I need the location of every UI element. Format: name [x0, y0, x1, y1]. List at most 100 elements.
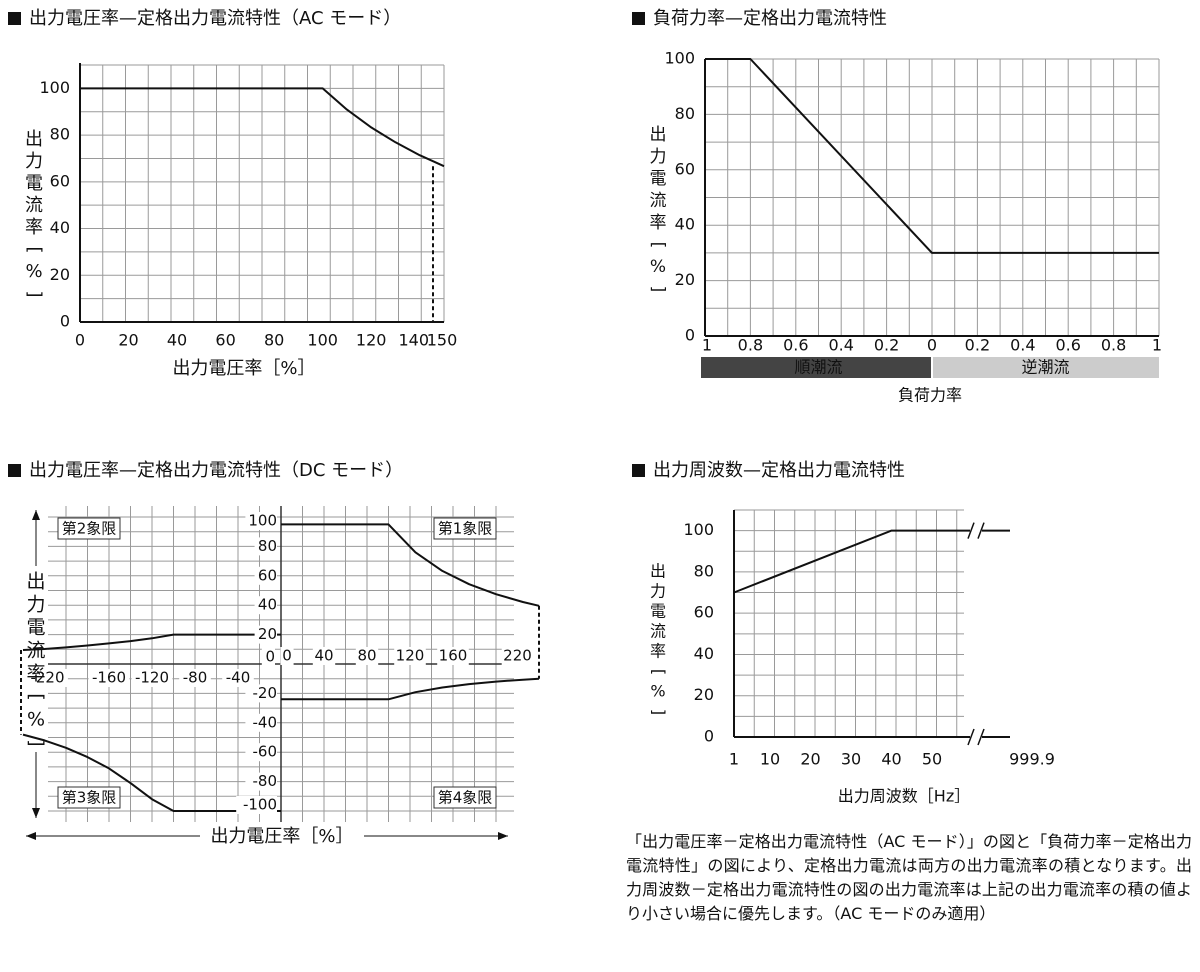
load-y-axis-label-char: 力 [650, 147, 667, 167]
dc-y-pos-tick-label-bg [254, 537, 277, 556]
load-y-axis-label-char: 率 [650, 213, 667, 233]
dc-x-pos-tick-label-bg [437, 647, 469, 665]
load-x-tick-label: 0.2 [965, 336, 990, 355]
dc-y-pos-tick-label: 60 [258, 566, 277, 584]
dc-x-pos-tick-label: 120 [396, 647, 425, 665]
explanatory-note: 「出力電圧率－定格出力電流特性（AC モード）」の図と「負荷力率－定格出力電流特… [626, 832, 1192, 923]
dc-series-q4 [281, 677, 540, 701]
ac-x-tick-label: 80 [264, 331, 284, 350]
ac-x-axis-label: 出力電圧率［%］ [172, 358, 315, 379]
dc-x-axis-label: 出力電圧率［%］ [210, 826, 353, 847]
load-x-tick-label: 0.6 [1055, 336, 1080, 355]
freq-x-axis-label: 出力周波数［Hz］ [838, 787, 970, 806]
dc-series-q3 [22, 733, 281, 812]
ac-x-tick-label: 60 [215, 331, 235, 350]
load-band-label: 逆潮流 [1021, 358, 1069, 377]
dc-arrow-left-icon [26, 832, 36, 840]
dc-arrow-down-icon [32, 808, 40, 818]
ac-x-tick-label: 40 [167, 331, 187, 350]
freq-y-axis-label-char: 電 [650, 602, 666, 621]
ac-y-tick-label: 20 [50, 265, 70, 284]
ac-series-line [80, 87, 445, 168]
ac-y-axis-label-char: % [25, 261, 42, 282]
load-band-1 [933, 357, 1159, 378]
ac-y-axis-label-char: 電 [25, 173, 43, 194]
freq-x-tick-label: 1 [729, 750, 739, 769]
dc-y-axis-label-char: 電 [26, 617, 45, 639]
dc-x-neg-tick-label: -40 [226, 669, 251, 687]
dc-y-axis-label-char: 流 [26, 640, 45, 662]
dc-y-axis-label-char: ] [26, 739, 48, 746]
dc-x-pos-tick-label-bg [355, 647, 379, 665]
dc-x-neg-tick-label-bg [131, 669, 173, 687]
dc-y-pos-tick-label-bg [254, 596, 277, 615]
dc-quadrant-box [57, 517, 121, 540]
freq-y-tick-label: 60 [694, 603, 714, 622]
dc-y-neg-tick-label-bg [245, 684, 277, 703]
load-y-tick-label: 40 [675, 215, 695, 234]
ac-y-tick-label: 0 [60, 312, 70, 331]
load-x-tick-label: 0.6 [783, 336, 808, 355]
dc-y-neg-tick-label-bg [245, 743, 277, 762]
load-y-axis-label-char: 電 [650, 169, 667, 189]
freq-y-tick-label: 100 [683, 520, 714, 539]
dc-quadrant-label: 第1象限 [438, 520, 493, 538]
load-y-tick-label: 80 [675, 104, 695, 123]
freq-y-axis-label-char: % [650, 682, 665, 701]
dc-y-axis-label-char: 率 [26, 663, 45, 685]
load-y-axis-label-char: [ [648, 242, 668, 249]
dc-x-neg-tick-label-bg [27, 669, 68, 687]
dc-y-pos-tick-label: 80 [258, 537, 277, 555]
dc-y-pos-tick-label-bg [245, 512, 277, 530]
load-x-tick-label: 0.8 [1101, 336, 1126, 355]
dc-quadrant-label: 第2象限 [62, 520, 117, 538]
load-chart-title: 負荷力率—定格出力電流特性 [632, 4, 887, 30]
freq-y-tick-label: 0 [704, 727, 714, 746]
dc-y-axis-label-char: 出 [26, 571, 45, 593]
freq-y-tick-label: 80 [694, 561, 714, 580]
dc-y-neg-tick-label-bg [245, 713, 277, 732]
load-x-tick-label: 0.8 [738, 336, 763, 355]
ac-chart-title-text: 出力電圧率—定格出力電流特性（AC モード） [29, 8, 402, 29]
dc-y-zero-label: 0 [265, 648, 275, 666]
load-x-axis-label: 負荷力率 [898, 386, 962, 405]
load-x-tick-label: 0.4 [1010, 336, 1035, 355]
dc-series-q2 [22, 633, 281, 651]
dc-quadrant-box [57, 786, 121, 809]
dc-y-pos-tick-label-bg [254, 625, 277, 644]
dc-quadrant-label: 第3象限 [62, 789, 117, 807]
ac-x-tick-label: 120 [356, 331, 387, 350]
ac-x-tick-label: 140 [398, 331, 429, 350]
dc-x-neg-tick-label-bg [88, 669, 130, 687]
load-x-tick-label: 1 [1152, 336, 1162, 355]
dc-y-pos-tick-label: 100 [248, 512, 277, 530]
ac-y-axis-label-char: [ [24, 246, 45, 253]
dc-x-pos-tick-label: 40 [314, 647, 333, 665]
dc-y-axis-label-char: [ [26, 693, 48, 700]
freq-chart-title: 出力周波数—定格出力電流特性 [632, 456, 905, 482]
ac-y-tick-label: 60 [50, 171, 70, 190]
freq-x-tick-label: 30 [841, 750, 861, 769]
dc-x-pos-tick-label: 80 [357, 647, 376, 665]
square-bullet-icon [8, 464, 21, 477]
load-y-axis-label-char: 流 [650, 191, 667, 211]
freq-y-axis-label-char: 出 [650, 562, 666, 581]
freq-series-line [733, 529, 970, 594]
dc-arrow-up-icon [32, 510, 40, 520]
freq-x-tick-label: 10 [760, 750, 780, 769]
dc-x-pos-tick-label: 220 [503, 647, 532, 665]
dc-chart-title-text: 出力電圧率—定格出力電流特性（DC モード） [29, 460, 404, 481]
ac-y-axis-label-char: 出 [25, 129, 43, 150]
ac-y-tick-label: 100 [39, 78, 70, 97]
ac-x-tick-label: 100 [307, 331, 338, 350]
freq-x-tick-label: 40 [881, 750, 901, 769]
ac-y-axis-label-char: 流 [25, 195, 43, 216]
dc-y-neg-tick-label: -60 [253, 743, 278, 761]
dc-y-neg-tick-label: -80 [253, 772, 278, 790]
freq-axis-break-mark [967, 728, 975, 746]
freq-axis-break-mark [977, 728, 985, 746]
dc-y-pos-tick-label-bg [254, 566, 277, 585]
dc-series-q1 [281, 523, 540, 607]
dc-quadrant-box [433, 517, 497, 540]
